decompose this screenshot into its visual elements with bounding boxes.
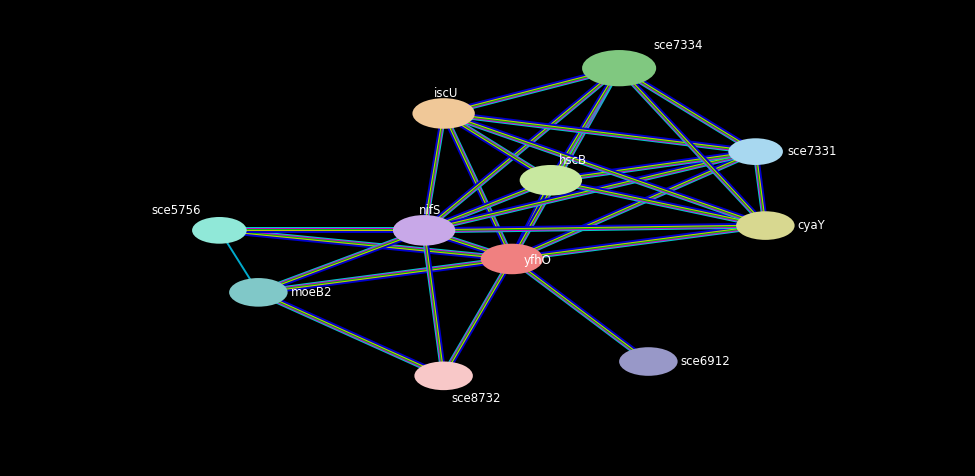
Text: moeB2: moeB2 [291,285,332,298]
Circle shape [414,362,473,390]
Text: sce7334: sce7334 [653,39,703,52]
Circle shape [582,51,656,87]
Text: cyaY: cyaY [798,218,825,232]
Text: nifS: nifS [419,203,442,217]
Text: sce6912: sce6912 [681,354,730,367]
Circle shape [481,244,543,275]
Text: sce5756: sce5756 [151,203,201,217]
Circle shape [192,218,247,244]
Text: sce7331: sce7331 [788,145,838,158]
Circle shape [412,99,475,129]
Text: yfhO: yfhO [524,253,552,267]
Circle shape [393,216,455,246]
Text: sce8732: sce8732 [451,391,501,405]
Circle shape [229,278,288,307]
Circle shape [736,212,795,240]
Circle shape [520,166,582,196]
Circle shape [728,139,783,166]
Circle shape [619,347,678,376]
Text: hscB: hscB [559,153,587,167]
Text: iscU: iscU [434,87,458,100]
